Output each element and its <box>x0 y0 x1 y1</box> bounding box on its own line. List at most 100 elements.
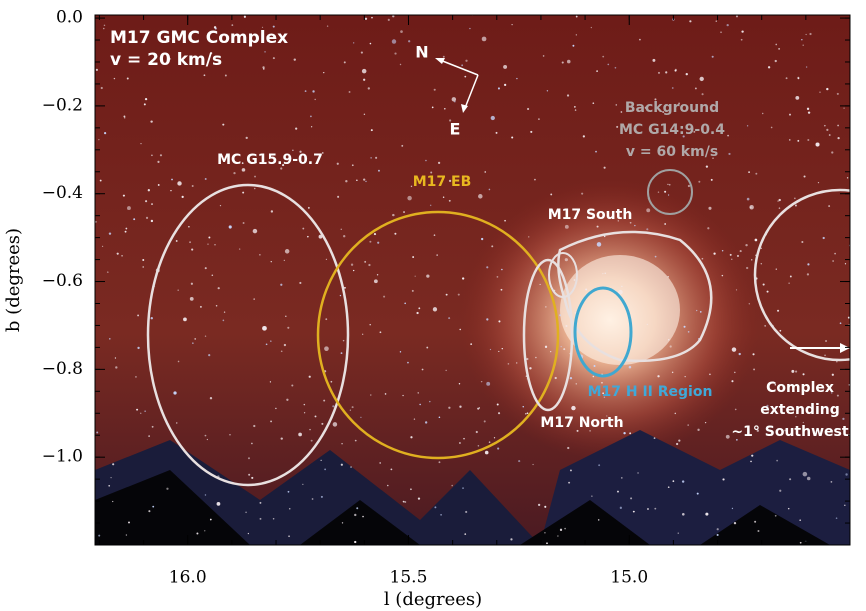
star <box>802 471 808 477</box>
star <box>140 412 142 414</box>
star <box>254 175 256 178</box>
star <box>251 476 254 480</box>
star <box>657 71 661 74</box>
star <box>204 335 207 337</box>
star <box>222 319 225 322</box>
star <box>448 179 452 183</box>
star <box>490 115 495 121</box>
star <box>777 309 780 312</box>
star <box>590 26 593 29</box>
star <box>486 318 489 321</box>
star <box>731 507 734 510</box>
star <box>564 527 566 530</box>
star <box>559 314 562 317</box>
star <box>735 15 739 18</box>
star <box>302 483 304 485</box>
star <box>360 51 363 54</box>
star <box>379 462 381 464</box>
star <box>530 130 533 133</box>
star <box>151 154 153 157</box>
star <box>788 139 791 141</box>
star <box>844 263 847 265</box>
star <box>716 528 719 531</box>
star <box>526 412 529 415</box>
star <box>126 77 129 80</box>
star <box>749 205 754 210</box>
star <box>746 197 750 201</box>
star <box>194 338 197 340</box>
star <box>309 428 311 431</box>
star <box>564 258 568 262</box>
star <box>748 171 750 173</box>
star <box>99 179 102 182</box>
star <box>417 497 421 500</box>
star <box>207 243 209 245</box>
star <box>757 530 760 533</box>
annotation: M17 EB <box>413 174 472 190</box>
star <box>363 113 366 115</box>
star <box>311 498 314 500</box>
star <box>247 457 250 460</box>
star <box>824 124 826 127</box>
star <box>286 398 289 401</box>
star <box>325 258 328 261</box>
star <box>799 541 802 544</box>
star <box>834 252 836 255</box>
star <box>148 435 150 437</box>
star <box>387 18 390 21</box>
star <box>675 442 679 446</box>
star <box>532 463 534 466</box>
star <box>709 373 711 376</box>
star <box>713 252 716 255</box>
star <box>407 195 412 201</box>
star <box>488 188 491 191</box>
star <box>465 510 468 514</box>
star <box>136 408 139 411</box>
star <box>115 366 118 369</box>
star <box>603 166 606 169</box>
star <box>410 185 413 188</box>
star <box>630 497 633 500</box>
plot-frame <box>94 14 851 546</box>
star <box>430 171 433 174</box>
star <box>349 409 352 411</box>
star <box>571 405 576 411</box>
star <box>667 183 669 185</box>
star <box>444 107 446 110</box>
star <box>721 250 724 252</box>
star <box>324 468 327 471</box>
star <box>429 400 431 403</box>
star <box>597 519 600 521</box>
star <box>266 40 269 42</box>
star <box>772 381 774 383</box>
star <box>116 252 119 255</box>
star <box>711 55 714 58</box>
star <box>498 412 501 415</box>
star <box>629 109 632 112</box>
star <box>122 194 125 197</box>
star <box>831 430 834 432</box>
star <box>215 305 218 307</box>
star <box>677 532 679 534</box>
star <box>442 55 445 58</box>
star <box>231 24 234 27</box>
star <box>480 380 483 383</box>
star <box>486 381 491 386</box>
star <box>574 312 577 314</box>
star <box>242 191 245 194</box>
star <box>480 237 484 241</box>
star <box>720 31 722 34</box>
star <box>699 310 702 313</box>
star <box>623 431 626 435</box>
star <box>685 72 688 76</box>
star <box>222 123 225 126</box>
star <box>214 244 216 246</box>
star <box>432 307 438 312</box>
star <box>629 432 632 435</box>
star <box>674 412 677 415</box>
star <box>270 420 272 423</box>
star <box>802 421 804 424</box>
star <box>361 68 367 74</box>
star <box>503 64 508 69</box>
star <box>106 271 109 273</box>
